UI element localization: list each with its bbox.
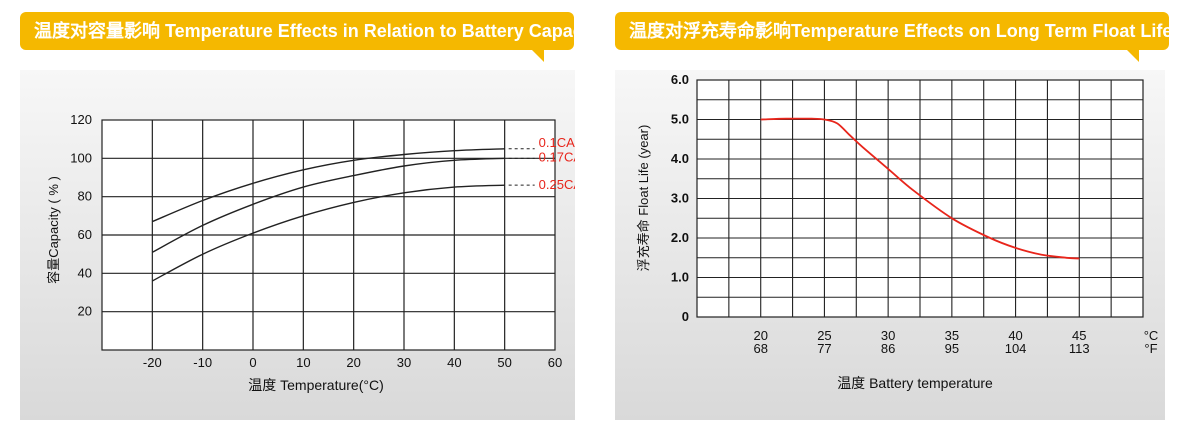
capacity-chart: -20 -10 0 10 20 30 40 50 60204060801001200.1CA0.… xyxy=(46,112,575,393)
x-tick-label-fahrenheit: 113 xyxy=(1069,341,1090,356)
y-axis-label: 容量Capacity ( % ) xyxy=(46,176,61,284)
unit-fahrenheit: °F xyxy=(1144,341,1157,356)
y-axis-label: 浮充寿命 Float Life (year) xyxy=(636,125,651,272)
float-life-chart-title: 温度对浮充寿命影响Temperature Effects on Long Ter… xyxy=(615,12,1169,50)
y-tick-label: 3.0 xyxy=(671,191,689,206)
unit-celsius: °C xyxy=(1144,328,1159,343)
y-tick-label: 1.0 xyxy=(671,270,689,285)
float-life-panel: 温度对浮充寿命影响Temperature Effects on Long Ter… xyxy=(610,0,1185,440)
x-tick-label-celsius: 35 xyxy=(945,328,959,343)
y-tick-label: 2.0 xyxy=(671,230,689,245)
x-tick-label: 40 xyxy=(447,355,461,370)
x-tick-label: 0 xyxy=(249,355,256,370)
y-tick-label: 40 xyxy=(78,265,92,280)
y-tick-label: 4.0 xyxy=(671,151,689,166)
x-tick-label: -20 xyxy=(143,355,162,370)
y-tick-label: 5.0 xyxy=(671,112,689,127)
x-tick-label-fahrenheit: 104 xyxy=(1005,341,1027,356)
x-tick-label-celsius: 30 xyxy=(881,328,895,343)
capacity-chart-title: 温度对容量影响 Temperature Effects in Relation … xyxy=(20,12,574,50)
series-line-0-25CA xyxy=(151,184,505,282)
float-life-chart-card: 0 1.0 2.0 3.0 4.0 5.0 6.0 20 68 25 77 30 86 35 95 40 104… xyxy=(615,70,1165,420)
y-tick-label: 0 xyxy=(682,309,689,324)
series-line-0-1CA xyxy=(152,148,505,223)
y-tick-label: 80 xyxy=(78,189,92,204)
x-tick-label-fahrenheit: 95 xyxy=(945,341,959,356)
series-label: 0.25CA xyxy=(539,177,575,192)
x-tick-label-celsius: 40 xyxy=(1008,328,1022,343)
x-tick-label: 20 xyxy=(346,355,360,370)
series-line-0-17CA xyxy=(151,157,505,253)
x-tick-label: -10 xyxy=(193,355,212,370)
y-tick-label: 20 xyxy=(78,304,92,319)
x-tick-label-fahrenheit: 68 xyxy=(753,341,767,356)
x-tick-label: 60 xyxy=(548,355,562,370)
y-tick-label: 6.0 xyxy=(671,72,689,87)
series-label: 0.17CA xyxy=(539,149,575,164)
float-life-curve xyxy=(760,117,1080,260)
y-tick-label: 120 xyxy=(70,112,92,127)
x-tick-label: 30 xyxy=(397,355,411,370)
x-tick-label: 10 xyxy=(296,355,310,370)
series-label: 0.1CA xyxy=(539,135,575,150)
x-axis-label: 温度 Battery temperature xyxy=(837,375,993,391)
capacity-panel: 温度对容量影响 Temperature Effects in Relation … xyxy=(0,0,590,440)
capacity-chart-card: -20 -10 0 10 20 30 40 50 60 20 40 60 80 100 120 0.1CA 0.… xyxy=(20,70,575,420)
x-tick-label-fahrenheit: 86 xyxy=(881,341,895,356)
y-tick-label: 60 xyxy=(78,227,92,242)
x-axis-label: 温度 Temperature(°C) xyxy=(248,377,384,393)
y-tick-label: 100 xyxy=(70,150,92,165)
x-tick-label: 50 xyxy=(497,355,511,370)
x-tick-label-celsius: 25 xyxy=(817,328,831,343)
x-tick-label-fahrenheit: 77 xyxy=(817,341,831,356)
banner-tail xyxy=(1127,50,1139,62)
x-tick-label-celsius: 45 xyxy=(1072,328,1086,343)
banner-tail xyxy=(532,50,544,62)
x-tick-label-celsius: 20 xyxy=(753,328,767,343)
